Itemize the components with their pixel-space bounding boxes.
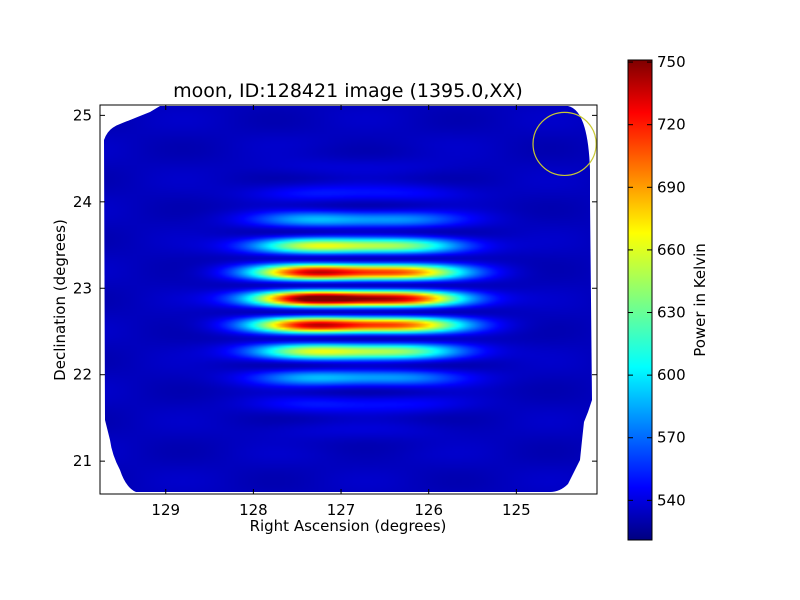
x-tick-label: 127	[327, 501, 356, 519]
x-axis-label: Right Ascension (degrees)	[250, 517, 447, 535]
y-tick-label: 24	[73, 193, 92, 211]
x-axis-ticks: 129 128 127 126 125	[151, 105, 531, 519]
colorbar-gradient	[627, 59, 653, 541]
colorbar-tick-label: 690	[657, 178, 686, 196]
x-tick-label: 125	[502, 501, 531, 519]
y-tick-label: 25	[73, 106, 92, 124]
plot-frame	[99, 104, 598, 495]
colorbar-tick-label: 720	[657, 116, 686, 134]
y-axis-label: Declination (degrees)	[51, 219, 69, 381]
x-tick-label: 129	[151, 501, 180, 519]
y-tick-label: 22	[73, 366, 92, 384]
x-tick-label: 128	[239, 501, 268, 519]
y-tick-label: 23	[73, 279, 92, 297]
colorbar-tick-label: 600	[657, 366, 686, 384]
colorbar-tick-label: 660	[657, 241, 686, 259]
beam-circle	[532, 111, 597, 177]
colorbar-tick-label: 750	[657, 53, 686, 71]
colorbar: 540 570 600 630 660 690 720 750 Power in Kelvin	[627, 53, 709, 541]
colorbar-tick-label: 630	[657, 304, 686, 322]
colorbar-tick-label: 570	[657, 429, 686, 447]
heatmap-image	[104, 106, 592, 492]
colorbar-ticks: 540 570 600 630 660 690 720 750	[628, 53, 686, 509]
heatmap-raster	[104, 106, 592, 492]
chart-title: moon, ID:128421 image (1395.0,XX)	[173, 80, 523, 102]
colorbar-tick-label: 540	[657, 491, 686, 509]
colorbar-label: Power in Kelvin	[691, 243, 709, 357]
x-tick-label: 126	[414, 501, 443, 519]
y-axis-ticks: 21 22 23 24 25	[73, 106, 597, 470]
y-tick-label: 21	[73, 452, 92, 470]
